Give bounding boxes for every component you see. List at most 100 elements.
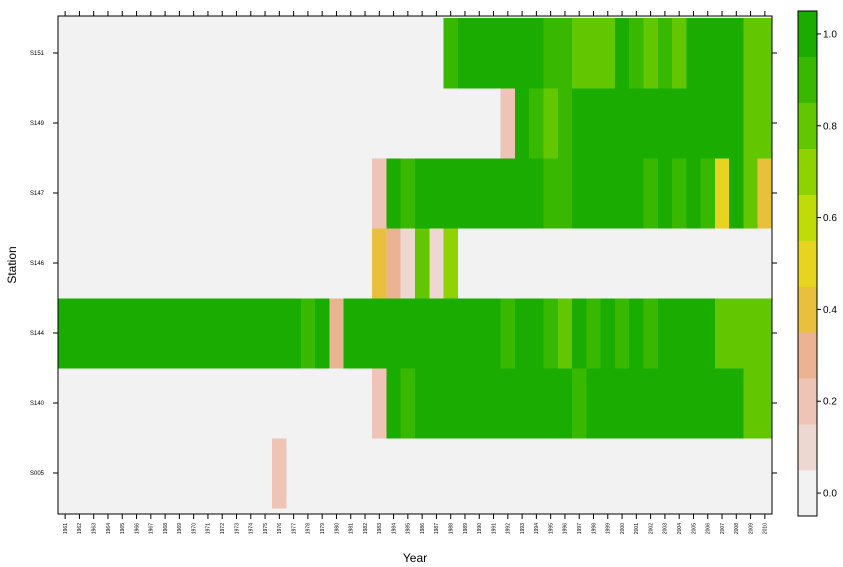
heatmap-cell [757, 438, 773, 509]
heatmap-cell [457, 368, 473, 439]
heatmap-cell [100, 88, 116, 159]
heatmap-cell [443, 438, 459, 509]
heatmap-cell [443, 228, 459, 299]
heatmap-cell [286, 158, 302, 229]
heatmap-cell [415, 88, 430, 159]
heatmap-cell [58, 298, 73, 369]
heatmap-cell [657, 438, 673, 509]
heatmap-cell [300, 368, 316, 439]
x-tick-label: 1973 [234, 523, 240, 534]
heatmap-cell [386, 298, 402, 369]
heatmap-cell [157, 368, 173, 439]
x-tick-label: 2010 [763, 523, 769, 534]
heatmap-cell [100, 18, 116, 89]
heatmap-cell [457, 88, 473, 159]
x-tick-label: 1983 [377, 523, 383, 534]
heatmap-cell [272, 368, 287, 439]
heatmap-cell [415, 158, 430, 229]
heatmap-cell [86, 228, 102, 299]
heatmap-cell [200, 368, 216, 439]
heatmap-cell [743, 368, 759, 439]
x-tick-label: 1974 [249, 523, 255, 534]
heatmap-cell [272, 18, 287, 89]
heatmap-cell [443, 88, 459, 159]
heatmap-cell [415, 438, 430, 509]
x-tick-label: 1980 [334, 523, 340, 534]
heatmap-cell [400, 158, 416, 229]
y-tick-label: S144 [30, 331, 45, 337]
heatmap-cell [72, 228, 87, 299]
heatmap-cell [572, 368, 587, 439]
x-tick-label: 1971 [206, 523, 212, 534]
heatmap-cell [343, 18, 359, 89]
heatmap-cell [586, 368, 601, 439]
x-tick-label: 1991 [491, 523, 497, 534]
heatmap-cell [643, 158, 659, 229]
x-tick-label: 1989 [463, 523, 469, 534]
heatmap-cell [629, 88, 644, 159]
heatmap-cell [557, 228, 573, 299]
y-tick-label: S005 [30, 471, 45, 477]
heatmap-cell [329, 298, 344, 369]
heatmap-cell [100, 158, 116, 229]
heatmap-cell [129, 18, 145, 89]
heatmap-cell [157, 438, 173, 509]
heatmap-cell [700, 88, 716, 159]
heatmap-cell [215, 18, 230, 89]
heatmap-cell [714, 368, 730, 439]
heatmap-cell [315, 368, 330, 439]
heatmap-cell [514, 298, 530, 369]
heatmap-cell [643, 18, 659, 89]
x-tick-label: 2008 [734, 523, 740, 534]
x-tick-label: 1982 [363, 523, 369, 534]
x-tick-label: 1961 [63, 523, 69, 534]
heatmap-cell [600, 88, 616, 159]
heatmap-cell [215, 158, 230, 229]
heatmap-cell [357, 158, 373, 229]
heatmap-cell [529, 88, 544, 159]
heatmap-cell [614, 158, 630, 229]
heatmap-cell [257, 88, 273, 159]
x-axis-title: Year [403, 551, 427, 565]
heatmap-cell [215, 298, 230, 369]
heatmap-cell [657, 88, 673, 159]
x-tick-label: 1977 [291, 523, 297, 534]
x-tick-label: 1988 [449, 523, 455, 534]
heatmap-cell [614, 228, 630, 299]
x-tick-label: 1984 [391, 523, 397, 534]
colorbar-bin [798, 332, 817, 379]
heatmap-cell [543, 18, 559, 89]
heatmap-cell [514, 88, 530, 159]
heatmap-cell [729, 368, 744, 439]
heatmap-cells [58, 16, 773, 514]
x-tick-label: 2002 [648, 523, 654, 534]
x-tick-label: 1994 [534, 523, 540, 534]
heatmap-cell [58, 228, 73, 299]
heatmap-cell [143, 438, 159, 509]
heatmap-cell [58, 438, 73, 509]
heatmap-cell [272, 158, 287, 229]
heatmap-cell [629, 158, 644, 229]
colorbar-tick-label: 0.6 [823, 213, 837, 224]
heatmap-cell [714, 88, 730, 159]
heatmap-cell [757, 88, 773, 159]
heatmap-cell [286, 438, 302, 509]
heatmap-cell [400, 298, 416, 369]
x-tick-label: 1993 [520, 523, 526, 534]
heatmap-cell [386, 158, 402, 229]
heatmap-cell [557, 298, 573, 369]
heatmap-cell [143, 228, 159, 299]
heatmap-cell [300, 18, 316, 89]
heatmap-cell [500, 18, 516, 89]
heatmap-cell [729, 158, 744, 229]
heatmap-cell [514, 228, 530, 299]
colorbar-bin [798, 470, 817, 517]
x-tick-label: 1970 [191, 523, 197, 534]
heatmap-cell [329, 438, 344, 509]
x-tick-label: 2005 [691, 523, 697, 534]
heatmap-cell [143, 158, 159, 229]
heatmap-cell [586, 88, 601, 159]
heatmap-cell [172, 18, 187, 89]
colorbar-tick-label: 1.0 [823, 29, 837, 40]
heatmap-cell [500, 298, 516, 369]
